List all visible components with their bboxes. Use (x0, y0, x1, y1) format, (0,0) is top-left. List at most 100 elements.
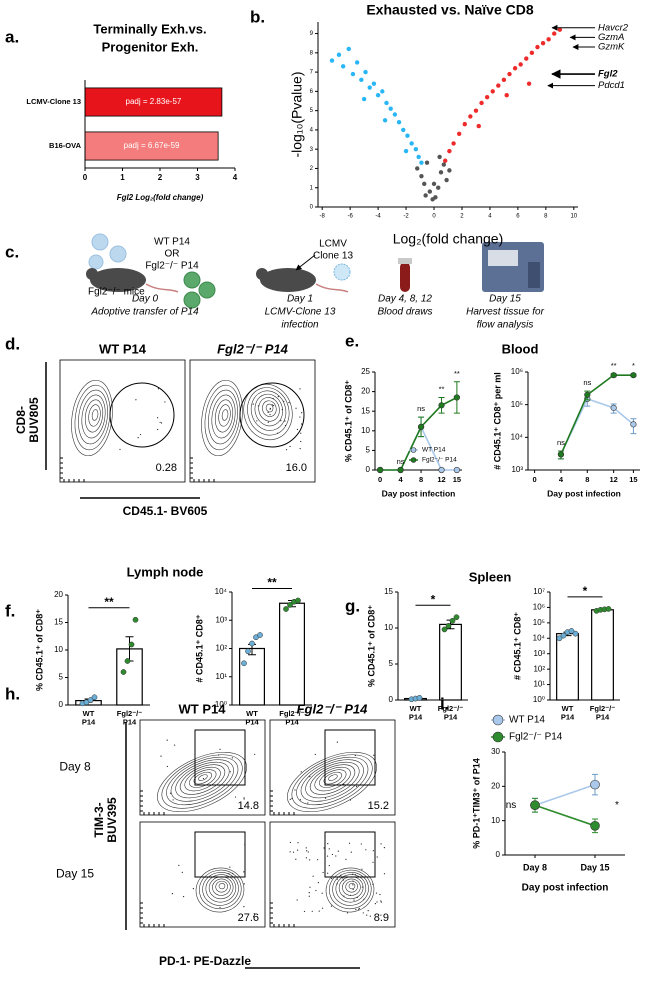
y-axis-label: -log₁₀(Pvalue) (289, 71, 305, 157)
point (443, 158, 448, 163)
event-dot (346, 912, 349, 914)
point (496, 83, 501, 88)
data-point (124, 658, 131, 664)
event-dot (328, 864, 330, 867)
point (476, 123, 481, 129)
contour (218, 404, 231, 427)
y-tick-label: 30 (491, 747, 500, 756)
event-dot (372, 861, 374, 863)
marker (630, 421, 637, 428)
point (416, 154, 421, 160)
y-tick-label: 3 (310, 147, 314, 153)
y-tick-label: 10⁷ (533, 587, 545, 596)
y-tick-label: 10 (491, 816, 500, 825)
contour (323, 771, 343, 785)
transfer-text: Fgl2⁻/⁻ P14 (145, 261, 199, 272)
data-point (120, 669, 127, 675)
plot-frame (59, 359, 186, 483)
x-axis-label: Log₂(fold change) (393, 231, 504, 247)
x-tick-label: 8 (419, 475, 423, 484)
x-tick-label: 15 (629, 475, 637, 484)
point (415, 166, 420, 171)
contour (345, 880, 358, 893)
x-axis-label: PD-1- PE-Dazzle (159, 954, 251, 968)
y-tick-label: 6 (310, 89, 314, 95)
category-label: WT P14 (82, 709, 96, 726)
contour (91, 409, 99, 421)
x-tick-label: Day 8 (523, 862, 547, 872)
section-title: Blood (502, 341, 539, 356)
event-dot (157, 428, 159, 431)
event-dot (159, 421, 161, 423)
point (462, 121, 467, 127)
point (423, 193, 428, 198)
event-dot (363, 898, 365, 900)
data-point (283, 606, 289, 612)
point (535, 44, 540, 50)
contour (161, 754, 243, 809)
contour (247, 387, 290, 436)
significance: * (583, 584, 588, 598)
data-point (568, 628, 575, 634)
category-label: WT P14 (245, 709, 259, 726)
virus-icon (333, 263, 351, 281)
event-dot (243, 906, 245, 908)
event-dot (379, 893, 381, 896)
y-axis-label: % CD45.1⁺ of CD8⁺ (366, 605, 376, 687)
x-tick-label: 1 (120, 173, 125, 182)
marker (584, 391, 591, 398)
point (438, 170, 444, 175)
cell-icon (88, 254, 104, 270)
event-dot (372, 883, 374, 885)
event-dot (354, 754, 356, 757)
event-dot (317, 859, 319, 861)
cell-icon (198, 281, 216, 299)
y-tick-label: 10⁴ (511, 432, 524, 441)
column-title: WT P14 (179, 701, 227, 716)
point (526, 81, 532, 86)
contour (212, 878, 231, 896)
category-label: Fgl2⁻/⁻ P14 (279, 709, 304, 726)
point (447, 148, 452, 154)
point (382, 118, 388, 123)
contour (287, 751, 377, 813)
event-dot (232, 872, 234, 875)
event-dot (383, 847, 386, 849)
event-dot (352, 888, 354, 891)
data-point (245, 648, 251, 655)
data-point (449, 617, 456, 624)
point (436, 185, 441, 190)
chart-title: Terminally Exh.vs. (93, 21, 206, 36)
step-desc: Adoptive transfer of P14 (90, 307, 199, 318)
event-dot (383, 873, 386, 875)
panel-label: a. (5, 27, 19, 46)
event-dot (348, 842, 351, 844)
category-label: Fgl2⁻/⁻ P14 (438, 704, 463, 721)
contour (314, 766, 351, 792)
contour (184, 766, 221, 792)
contour (71, 379, 113, 457)
point (427, 189, 433, 194)
event-dot (295, 858, 297, 860)
gate (194, 831, 246, 878)
event-dot (323, 847, 325, 849)
event-dot (231, 757, 233, 759)
event-dot (294, 789, 296, 791)
y-tick-label: 20 (491, 781, 500, 790)
significance: ** (454, 369, 460, 378)
event-dot (243, 797, 245, 799)
x-tick-label: 4 (488, 214, 492, 220)
data-point (241, 660, 247, 667)
gate (194, 729, 246, 786)
step-day: Day 0 (132, 294, 159, 305)
y-tick-label: 2 (310, 166, 314, 172)
x-tick-label: 2 (158, 173, 163, 182)
event-dot (234, 796, 237, 798)
event-dot (335, 855, 337, 857)
point (413, 146, 419, 152)
contour (214, 399, 234, 433)
data-point (605, 606, 612, 612)
point (512, 66, 518, 71)
gate-value: 16.0 (286, 462, 307, 474)
